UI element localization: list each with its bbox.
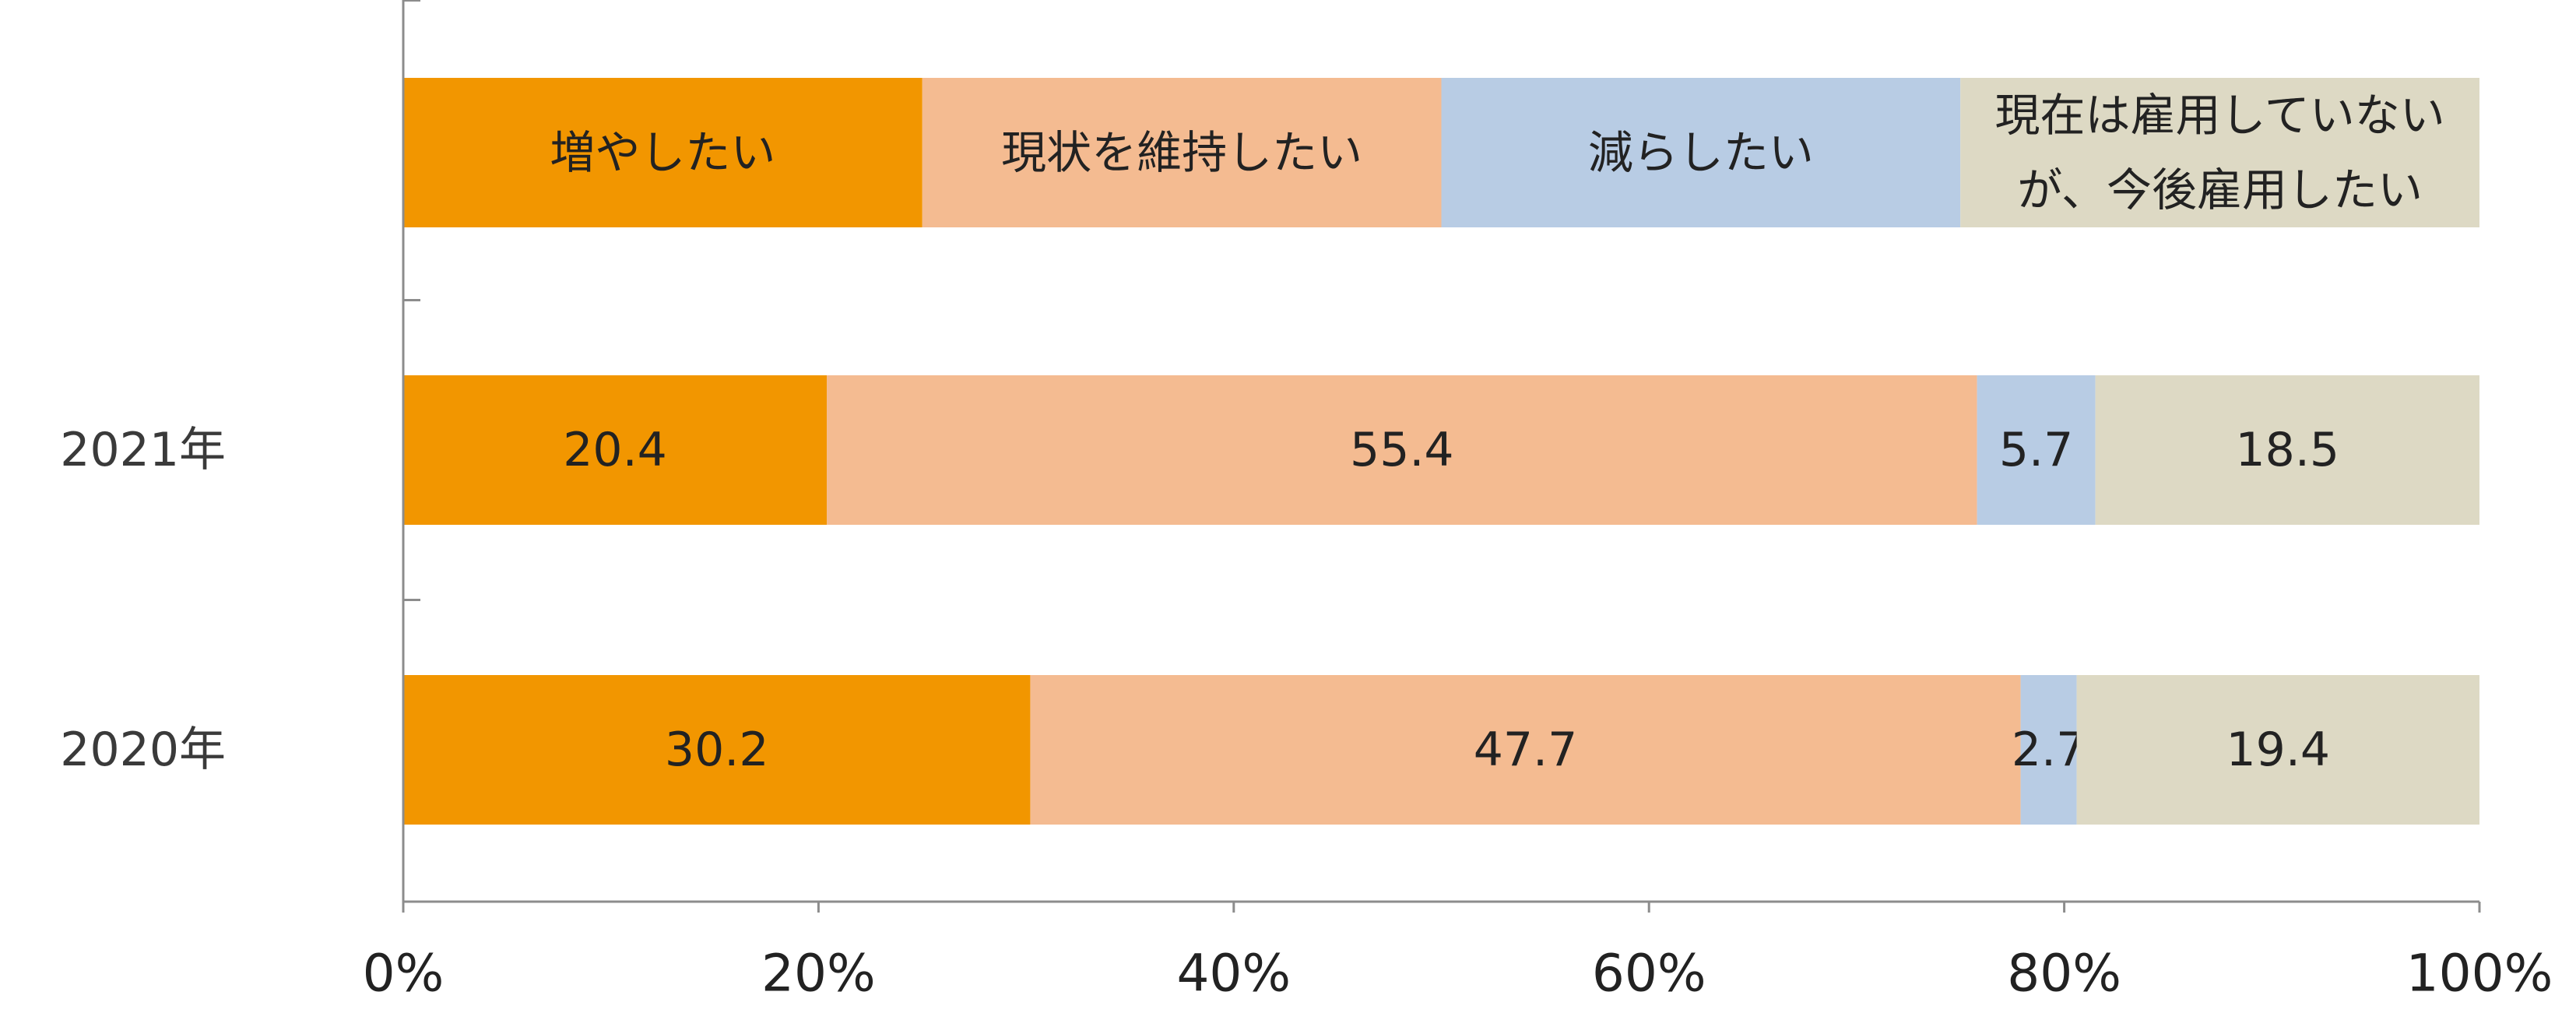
bar-segment-1-1 <box>403 375 828 525</box>
data-label-1-4: 18.5 <box>2236 423 2340 477</box>
legend-swatch-4 <box>1960 78 2479 227</box>
bar-segment-2-1 <box>403 675 1031 825</box>
category-label-1: 2021年 <box>60 423 226 477</box>
legend-swatch-2 <box>922 78 1442 227</box>
bar-segment-2-2 <box>1030 675 2021 825</box>
legend-label-1: 増やしたい <box>550 126 775 179</box>
legend-label-4-line-2: が、今後雇用したい <box>2017 164 2423 216</box>
category-label-2: 2020年 <box>60 723 226 777</box>
bar-segment-1-2 <box>827 375 1977 525</box>
x-tick-label-5: 80% <box>2007 944 2121 1004</box>
data-label-2-2: 47.7 <box>1474 723 1578 777</box>
legend-swatch-3 <box>1441 78 1961 227</box>
legend-swatch-1 <box>403 78 923 227</box>
bar-segment-2-4 <box>2076 675 2479 825</box>
x-tick-label-4: 60% <box>1592 944 1706 1004</box>
data-label-1-2: 55.4 <box>1350 423 1454 477</box>
legend-label-4-line-1: 現在は雇用していない <box>1994 89 2444 142</box>
data-label-1-1: 20.4 <box>563 423 667 477</box>
x-tick-label-6: 100% <box>2406 944 2553 1004</box>
x-tick-label-2: 20% <box>761 944 876 1004</box>
bar-segment-1-3 <box>1977 375 2096 525</box>
data-label-2-1: 30.2 <box>665 723 769 777</box>
legend-label-3: 減らしたい <box>1588 126 1814 179</box>
bar-segment-1-4 <box>2095 375 2479 525</box>
x-tick-label-1: 0% <box>363 944 445 1004</box>
axes: 0% 20% 40% 60% 80% 100% <box>363 0 2553 1004</box>
legend-label-2: 現状を維持したい <box>1001 126 1362 179</box>
bar-segment-2-3 <box>2020 675 2077 825</box>
data-label-1-3: 5.7 <box>1999 423 2073 477</box>
plot-area: 20.4 55.4 5.7 18.5 2021年 30.2 47.7 2.7 19.4 2020年 <box>60 375 2479 825</box>
data-label-2-4: 19.4 <box>2226 723 2331 777</box>
x-tick-label-3: 40% <box>1176 944 1291 1004</box>
data-label-2-3: 2.7 <box>2012 723 2086 777</box>
